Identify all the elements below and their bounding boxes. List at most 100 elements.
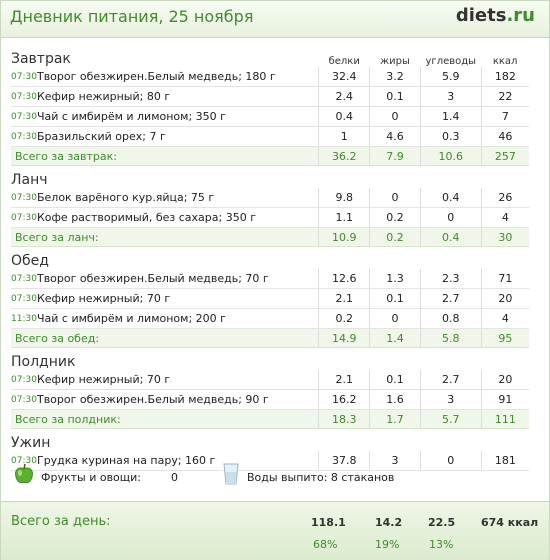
column-header [481, 348, 529, 371]
food-row[interactable]: 11:30 Чай с имбирём и лимоном; 200 г 0.2 0 0… [11, 308, 529, 329]
column-header: белки [328, 56, 360, 67]
food-row[interactable]: 07:30 Кефир нежирный; 70 г 2.1 0.1 2.7 20 [11, 370, 529, 390]
food-fat: 0 [369, 188, 421, 208]
column-header [420, 348, 481, 371]
day-total-label: Всего за день: [11, 514, 111, 529]
food-carbs: 2.7 [419, 288, 482, 309]
food-protein: 12.6 [318, 269, 370, 289]
meal-total-row: Всего за ланч: 10.9 0.2 0.4 30 [11, 227, 529, 247]
meal-total-row: Всего за обед: 14.9 1.4 5.8 95 [11, 328, 529, 348]
day-total-protein: 118.1 [311, 516, 346, 529]
food-protein: 1.1 [318, 207, 370, 228]
food-fat: 1.6 [369, 389, 421, 410]
column-header [481, 247, 529, 270]
column-header [319, 348, 370, 371]
food-row[interactable]: 07:30 Грудка куриная на пару; 160 г 37.8 3 0… [11, 451, 529, 471]
logo-suffix: .ru [506, 5, 535, 26]
food-time: 07:30 [11, 86, 37, 107]
food-kcal: 46 [480, 126, 529, 147]
column-header [370, 247, 421, 270]
food-row[interactable]: 07:30 Кефир нежирный; 80 г 2.4 0.1 3 22 [11, 86, 529, 107]
food-time: 07:30 [11, 67, 37, 87]
day-carbs-pct: 13% [429, 538, 454, 551]
column-header [481, 429, 529, 452]
food-name[interactable]: Творог обезжирен.Белый медведь; 70 г [36, 269, 319, 289]
food-fat: 3 [369, 451, 421, 471]
food-name[interactable]: Грудка куриная на пару; 160 г [36, 451, 319, 471]
meal-header-row: Ужин [11, 429, 529, 452]
food-kcal: 4 [480, 308, 529, 329]
food-row[interactable]: 07:30 Белок варёного кур.яйца; 75 г 9.8 0 0.… [11, 188, 529, 208]
meal-total-label: Всего за завтрак: [11, 146, 319, 166]
food-name[interactable]: Чай с имбирём и лимоном; 350 г [36, 106, 319, 127]
food-kcal: 20 [480, 288, 529, 309]
site-logo[interactable]: diets.ru [456, 5, 535, 26]
column-header [420, 247, 481, 270]
food-fat: 0.2 [369, 207, 421, 228]
food-time: 07:30 [11, 207, 37, 228]
food-carbs: 0.4 [419, 188, 482, 208]
food-fat: 0.1 [369, 288, 421, 309]
food-name[interactable]: Кофе растворимый, без сахара; 350 г [36, 207, 319, 228]
food-row[interactable]: 07:30 Творог обезжирен.Белый медведь; 70 … [11, 269, 529, 289]
food-name[interactable]: Кефир нежирный; 70 г [36, 370, 319, 390]
meal-total-label: Всего за обед: [11, 328, 319, 348]
food-name[interactable]: Кефир нежирный; 80 г [36, 86, 319, 107]
food-time: 07:30 [11, 188, 37, 208]
food-protein: 2.4 [318, 86, 370, 107]
food-kcal: 26 [480, 188, 529, 208]
food-carbs: 3 [419, 389, 482, 410]
day-total-fat: 14.2 [375, 516, 403, 529]
food-name[interactable]: Кефир нежирный; 70 г [36, 288, 319, 309]
food-name[interactable]: Творог обезжирен.Белый медведь; 180 г [36, 67, 319, 87]
total-fat: 7.9 [369, 146, 421, 166]
total-kcal: 30 [480, 227, 529, 247]
apple-icon [15, 463, 33, 484]
food-row[interactable]: 07:30 Чай с имбирём и лимоном; 350 г 0.4 0 1… [11, 106, 529, 127]
day-fat-pct: 19% [375, 538, 400, 551]
food-fat: 0.1 [369, 370, 421, 390]
food-row[interactable]: 07:30 Творог обезжирен.Белый медведь; 180… [11, 67, 529, 87]
food-name[interactable]: Белок варёного кур.яйца; 75 г [36, 188, 319, 208]
meal-header-row: Ланч [11, 166, 529, 189]
food-kcal: 182 [480, 67, 529, 87]
column-header [370, 166, 421, 189]
food-name[interactable]: Творог обезжирен.Белый медведь; 90 г [36, 389, 319, 410]
food-protein: 37.8 [318, 451, 370, 471]
total-carbs: 5.7 [419, 409, 482, 429]
meal-title-cell: Завтрак [11, 45, 319, 67]
fruits-label: Фрукты и овощи: [41, 471, 141, 484]
meal-title-cell: Ужин [11, 429, 319, 451]
food-row[interactable]: 07:30 Кофе растворимый, без сахара; 350 г… [11, 207, 529, 228]
day-protein-pct: 68% [313, 538, 338, 551]
food-name[interactable]: Бразильский орех; 7 г [36, 126, 319, 147]
meal-total-label: Всего за ланч: [11, 227, 319, 247]
fruits-value: 0 [171, 471, 178, 484]
column-header [319, 166, 370, 189]
food-name[interactable]: Чай с имбирём и лимоном; 200 г [36, 308, 319, 329]
total-protein: 14.9 [318, 328, 370, 348]
food-row[interactable]: 07:30 Творог обезжирен.Белый медведь; 90 … [11, 389, 529, 410]
meal-title-cell: Полдник [11, 348, 319, 370]
food-row[interactable]: 07:30 Кефир нежирный; 70 г 2.1 0.1 2.7 20 [11, 288, 529, 309]
food-row[interactable]: 07:30 Бразильский орех; 7 г 1 4.6 0.3 46 [11, 126, 529, 147]
food-table: Завтрак белки жиры углеводы ккал 07:30 Творог … [11, 45, 529, 471]
food-kcal: 22 [480, 86, 529, 107]
food-time: 11:30 [11, 308, 37, 329]
food-protein: 2.1 [318, 370, 370, 390]
column-header [370, 348, 421, 371]
day-total-box: Всего за день: 118.1 14.2 22.5 674 ккал … [1, 501, 549, 560]
food-kcal: 4 [480, 207, 529, 228]
day-total-carbs: 22.5 [428, 516, 456, 529]
meal-title: Завтрак [11, 51, 71, 67]
food-fat: 0 [369, 308, 421, 329]
total-kcal: 95 [480, 328, 529, 348]
food-fat: 4.6 [369, 126, 421, 147]
total-protein: 36.2 [318, 146, 370, 166]
food-protein: 0.4 [318, 106, 370, 127]
page-title: Дневник питания, 25 ноября [10, 7, 254, 26]
food-carbs: 0.3 [419, 126, 482, 147]
total-carbs: 0.4 [419, 227, 482, 247]
food-time: 07:30 [11, 126, 37, 147]
